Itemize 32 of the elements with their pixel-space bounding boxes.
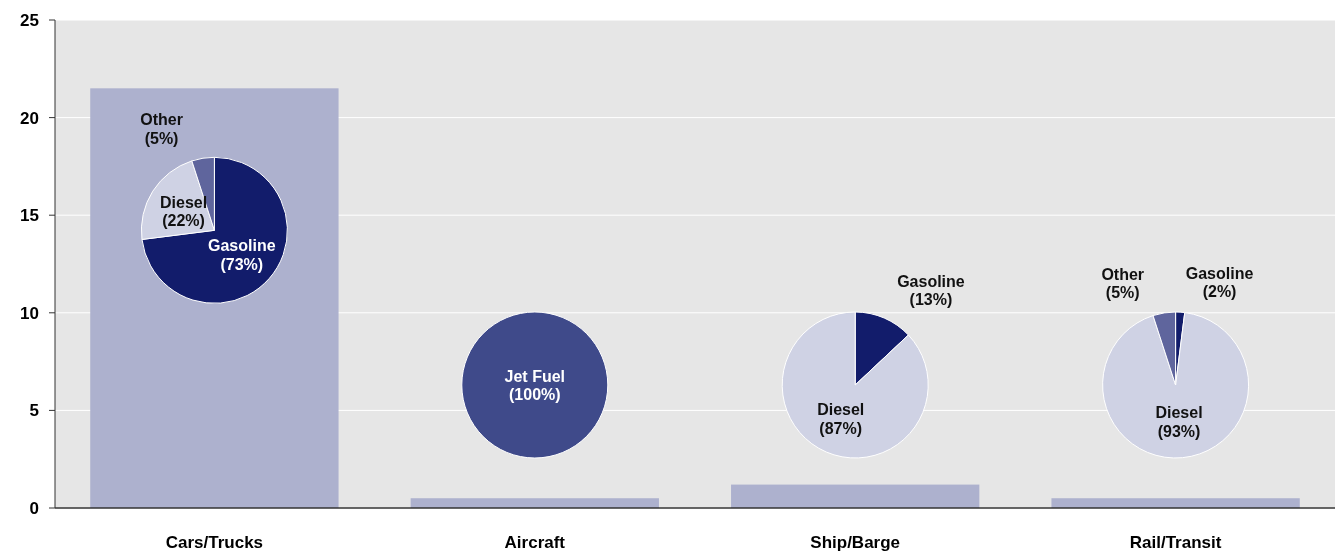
pie-slice [141,156,288,304]
data-label: (87%) [819,419,863,437]
y-tick-label: 0 [29,498,39,518]
x-tick-label: Aircraft [504,533,566,552]
x-tick-label: Ship/Barge [810,533,901,552]
data-label: (5%) [144,129,179,147]
data-label: (2%) [1202,283,1237,301]
y-tick-label: 10 [20,303,39,323]
slice-label: Other [140,111,183,129]
data-label: (5%) [1105,284,1140,302]
slice-label: Gasoline [897,272,965,290]
bar [1051,498,1300,508]
bar [410,498,659,508]
data-label: (100%) [509,386,561,404]
slice-label: Other [1101,265,1145,283]
data-label: (73%) [220,255,264,273]
y-tick-label: 15 [20,206,39,226]
bar [731,484,980,508]
y-tick-label: 25 [20,10,39,30]
x-tick-label: Rail/Transit [1129,533,1222,552]
x-tick-label: Cars/Trucks [165,533,264,552]
y-tick-label: 20 [20,108,39,128]
y-tick-label: 5 [29,401,39,421]
slice-label: Diesel [817,401,865,419]
data-label: (93%) [1157,422,1201,440]
slice-label: Gasoline [207,237,276,255]
slice-label: Jet Fuel [504,367,566,385]
slice-label: Diesel [1155,404,1203,422]
slice-label: Diesel [160,193,208,211]
slice-label: Gasoline [1185,264,1254,282]
data-label: (22%) [162,211,205,229]
data-label: (13%) [909,291,953,309]
